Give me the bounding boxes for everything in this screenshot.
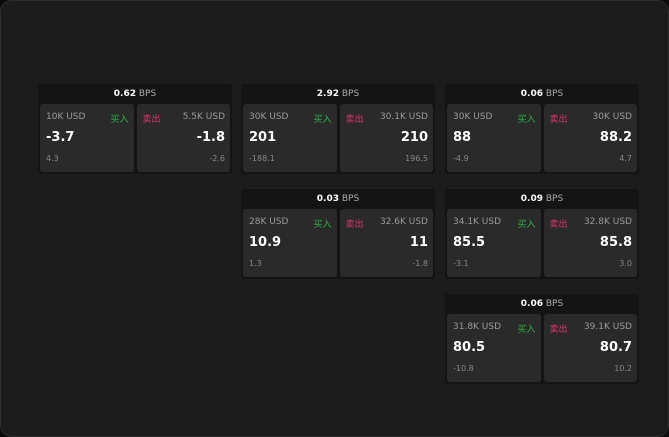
sell-price: 85.8 [599,235,632,250]
sell-sub: 196.5 [405,154,428,163]
buy-sub: 4.3 [46,154,59,163]
buy-cell[interactable]: 10K USD 买入 -3.7 4.3 [40,104,134,172]
sell-sub: 3.0 [619,259,632,268]
spread-value: 0.06 [520,89,543,99]
sell-sub: 10.2 [614,364,632,373]
sell-label: 卖出 [549,325,568,335]
buy-price: 85.5 [453,235,486,250]
buy-price: -3.7 [46,130,75,145]
sell-size: 32.8K USD [583,217,632,227]
quote-widget: 0.06 BPS 30K USD 买入 88 -4.9 卖出 30K USD 88.… [445,84,639,174]
buy-cell[interactable]: 30K USD 买入 201 -188.1 [243,104,337,172]
buy-size: 28K USD [249,217,289,227]
sell-label: 卖出 [345,115,364,125]
spread-header: 0.09 BPS [445,189,639,209]
buy-label: 买入 [517,220,536,230]
sell-cell[interactable]: 卖出 39.1K USD 80.7 10.2 [543,314,637,382]
quote-widget: 0.09 BPS 34.1K USD 买入 85.5 -3.1 卖出 32.8K U… [445,189,639,279]
sell-size: 5.5K USD [182,112,225,122]
sell-label: 卖出 [549,220,568,230]
buy-sub: -3.1 [453,259,469,268]
buy-size: 30K USD [249,112,289,122]
spread-value: 0.03 [316,194,339,204]
buy-label: 买入 [517,115,536,125]
spread-unit: BPS [341,194,360,204]
spread-header: 0.62 BPS [38,84,232,104]
buy-label: 买入 [313,220,332,230]
buy-label: 买入 [110,115,129,125]
buy-cell[interactable]: 34.1K USD 买入 85.5 -3.1 [447,209,541,277]
spread-header: 0.06 BPS [445,84,639,104]
quote-widget: 0.62 BPS 10K USD 买入 -3.7 4.3 卖出 5.5K USD -… [38,84,232,174]
sell-sub: -1.8 [412,259,428,268]
buy-price: 80.5 [453,340,486,355]
spread-unit: BPS [545,299,564,309]
spread-value: 0.06 [520,299,543,309]
buy-cell[interactable]: 30K USD 买入 88 -4.9 [447,104,541,172]
sell-size: 30K USD [592,112,632,122]
sell-size: 32.6K USD [379,217,428,227]
buy-sub: -4.9 [453,154,469,163]
sell-label: 卖出 [142,115,161,125]
sell-cell[interactable]: 卖出 5.5K USD -1.8 -2.6 [136,104,230,172]
buy-size: 30K USD [453,112,493,122]
sell-price: 11 [409,235,428,250]
quote-widget: 2.92 BPS 30K USD 买入 201 -188.1 卖出 30.1K US… [241,84,435,174]
spread-header: 2.92 BPS [241,84,435,104]
spread-header: 0.06 BPS [445,294,639,314]
buy-price: 10.9 [249,235,282,250]
buy-price: 88 [453,130,472,145]
buy-sub: 1.3 [249,259,262,268]
buy-sub: -188.1 [249,154,275,163]
sell-sub: 4.7 [619,154,632,163]
buy-cell[interactable]: 31.8K USD 买入 80.5 -10.8 [447,314,541,382]
sell-label: 卖出 [549,115,568,125]
buy-size: 31.8K USD [453,322,502,332]
sell-size: 39.1K USD [583,322,632,332]
quote-widget: 0.03 BPS 28K USD 买入 10.9 1.3 卖出 32.6K USD … [241,189,435,279]
buy-sub: -10.8 [453,364,474,373]
sell-cell[interactable]: 卖出 32.8K USD 85.8 3.0 [543,209,637,277]
spread-unit: BPS [138,89,157,99]
sell-price: -1.8 [196,130,225,145]
spread-value: 0.62 [113,89,136,99]
sell-price: 80.7 [599,340,632,355]
sell-cell[interactable]: 卖出 30K USD 88.2 4.7 [543,104,637,172]
spread-header: 0.03 BPS [241,189,435,209]
spread-unit: BPS [545,194,564,204]
spread-unit: BPS [545,89,564,99]
buy-label: 买入 [313,115,332,125]
sell-size: 30.1K USD [379,112,428,122]
buy-price: 201 [249,130,277,145]
buy-cell[interactable]: 28K USD 买入 10.9 1.3 [243,209,337,277]
buy-size: 34.1K USD [453,217,502,227]
spread-value: 2.92 [316,89,339,99]
buy-label: 买入 [517,325,536,335]
sell-cell[interactable]: 卖出 30.1K USD 210 196.5 [339,104,433,172]
buy-size: 10K USD [46,112,86,122]
sell-cell[interactable]: 卖出 32.6K USD 11 -1.8 [339,209,433,277]
spread-unit: BPS [341,89,360,99]
quote-widget: 0.06 BPS 31.8K USD 买入 80.5 -10.8 卖出 39.1K … [445,294,639,384]
sell-sub: -2.6 [209,154,225,163]
sell-label: 卖出 [345,220,364,230]
sell-price: 210 [400,130,428,145]
spread-value: 0.09 [520,194,543,204]
sell-price: 88.2 [599,130,632,145]
